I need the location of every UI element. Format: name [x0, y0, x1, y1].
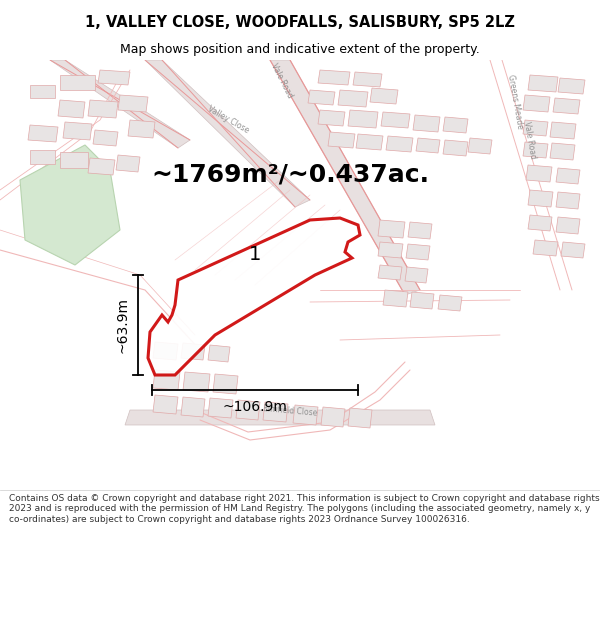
Polygon shape [208, 345, 230, 362]
Polygon shape [416, 138, 440, 153]
Polygon shape [263, 402, 288, 422]
Text: ~63.9m: ~63.9m [116, 297, 130, 353]
Polygon shape [293, 405, 318, 425]
Polygon shape [528, 190, 553, 207]
Polygon shape [405, 267, 428, 283]
Polygon shape [356, 134, 383, 150]
Polygon shape [88, 158, 115, 175]
Polygon shape [528, 75, 558, 92]
Polygon shape [338, 90, 368, 107]
Polygon shape [98, 70, 130, 85]
Polygon shape [438, 295, 462, 311]
Polygon shape [236, 400, 260, 420]
Polygon shape [443, 140, 468, 156]
Polygon shape [558, 78, 585, 94]
Polygon shape [386, 136, 413, 152]
Polygon shape [88, 100, 118, 118]
Polygon shape [383, 290, 408, 307]
Text: ~106.9m: ~106.9m [223, 400, 287, 414]
Polygon shape [378, 242, 403, 258]
Polygon shape [30, 150, 55, 164]
Polygon shape [213, 374, 238, 394]
Polygon shape [30, 85, 55, 98]
Polygon shape [28, 125, 58, 142]
Text: Contains OS data © Crown copyright and database right 2021. This information is : Contains OS data © Crown copyright and d… [9, 494, 599, 524]
Text: 1, VALLEY CLOSE, WOODFALLS, SALISBURY, SP5 2LZ: 1, VALLEY CLOSE, WOODFALLS, SALISBURY, S… [85, 15, 515, 30]
Polygon shape [523, 95, 550, 112]
Polygon shape [378, 265, 402, 280]
Polygon shape [443, 117, 468, 133]
Polygon shape [528, 215, 552, 231]
Polygon shape [63, 122, 92, 140]
Polygon shape [308, 90, 335, 105]
Text: Map shows position and indicative extent of the property.: Map shows position and indicative extent… [120, 43, 480, 56]
Polygon shape [181, 343, 205, 360]
Polygon shape [561, 242, 585, 258]
Text: Valley Close: Valley Close [206, 104, 250, 135]
Polygon shape [550, 143, 575, 160]
Polygon shape [183, 372, 210, 392]
Polygon shape [318, 70, 350, 85]
Polygon shape [523, 120, 548, 136]
Polygon shape [318, 110, 345, 126]
Polygon shape [60, 152, 88, 168]
Polygon shape [348, 110, 378, 128]
Polygon shape [378, 220, 405, 238]
Polygon shape [321, 407, 345, 427]
Polygon shape [116, 155, 140, 172]
Polygon shape [153, 395, 178, 414]
Text: Elmfield Close: Elmfield Close [263, 404, 317, 418]
Polygon shape [410, 292, 434, 309]
Polygon shape [381, 112, 410, 128]
Polygon shape [181, 397, 205, 417]
Polygon shape [118, 95, 148, 112]
Polygon shape [406, 244, 430, 260]
Polygon shape [408, 222, 432, 239]
Polygon shape [533, 240, 558, 256]
Polygon shape [148, 218, 360, 375]
Polygon shape [468, 138, 492, 154]
Polygon shape [348, 408, 372, 428]
Polygon shape [270, 60, 420, 295]
Polygon shape [556, 168, 580, 184]
Polygon shape [413, 115, 440, 132]
Polygon shape [526, 165, 552, 182]
Polygon shape [58, 100, 85, 118]
Polygon shape [50, 60, 190, 148]
Polygon shape [153, 370, 180, 390]
Polygon shape [328, 132, 355, 148]
Polygon shape [145, 60, 310, 207]
Polygon shape [550, 122, 576, 139]
Polygon shape [553, 98, 580, 114]
Polygon shape [523, 142, 548, 158]
Polygon shape [208, 398, 233, 418]
Polygon shape [353, 72, 382, 87]
Polygon shape [93, 130, 118, 146]
Polygon shape [20, 145, 120, 265]
Text: Vale Road: Vale Road [269, 62, 295, 100]
Text: ~1769m²/~0.437ac.: ~1769m²/~0.437ac. [151, 163, 429, 187]
Polygon shape [556, 192, 580, 209]
Text: Greens Meade: Greens Meade [506, 74, 524, 130]
Text: 1: 1 [249, 246, 261, 264]
Text: Vale Road: Vale Road [522, 121, 538, 160]
Polygon shape [556, 217, 580, 234]
Polygon shape [128, 120, 155, 138]
Polygon shape [370, 88, 398, 104]
Polygon shape [125, 410, 435, 425]
Polygon shape [153, 342, 178, 360]
Polygon shape [60, 75, 95, 90]
